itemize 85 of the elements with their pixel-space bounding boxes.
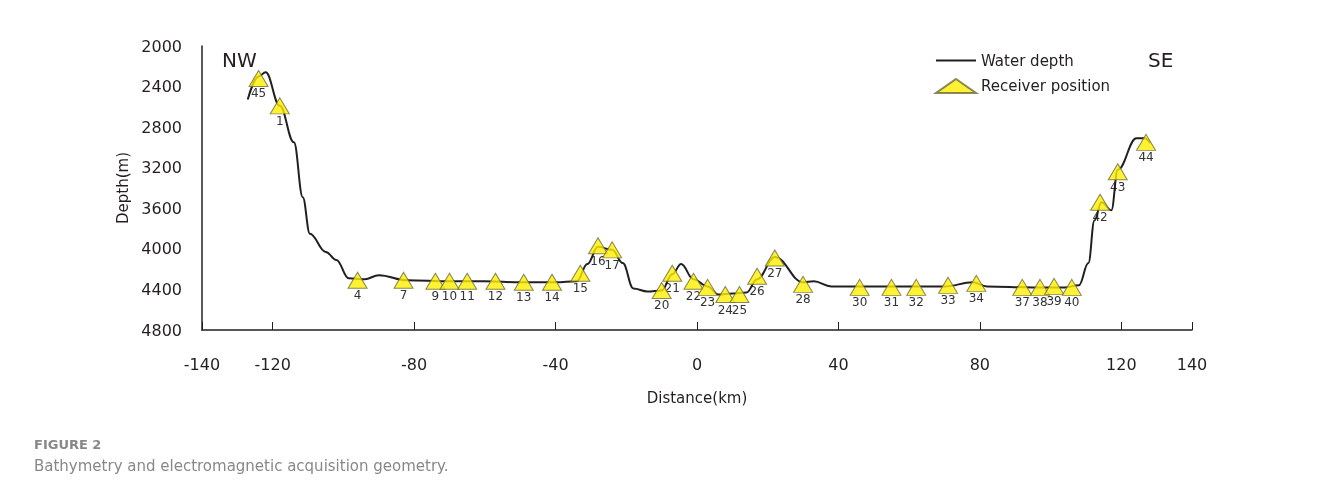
annotation: 25 xyxy=(731,302,748,317)
annotation: 33 xyxy=(940,293,956,308)
point xyxy=(683,272,704,290)
annotation: 13 xyxy=(516,290,532,305)
annotation: 9 xyxy=(431,289,440,304)
point xyxy=(248,69,269,87)
x-tick-label: -80 xyxy=(401,354,428,374)
x-axis-title: Distance(km) xyxy=(646,388,748,407)
y-tick-label: 3200 xyxy=(141,158,182,178)
y-tick-label: 3600 xyxy=(141,198,182,218)
text: Bathymetry and electromagnetic acquisition geometry. xyxy=(34,456,449,475)
annotation: SE xyxy=(1148,48,1174,72)
point xyxy=(793,275,814,293)
point xyxy=(662,264,683,282)
point xyxy=(966,274,987,292)
point xyxy=(513,273,534,291)
point xyxy=(347,271,368,289)
annotation: NW xyxy=(222,48,257,72)
annotation: 40 xyxy=(1064,295,1080,310)
annotation: 22 xyxy=(685,289,702,304)
point xyxy=(938,276,959,294)
annotation: 45 xyxy=(250,86,267,101)
y-tick-label: 2800 xyxy=(141,117,182,137)
point xyxy=(764,249,785,267)
x-tick-label: 80 xyxy=(969,354,991,374)
annotation: 38 xyxy=(1032,295,1048,310)
annotation: 28 xyxy=(795,292,811,307)
point xyxy=(849,278,870,296)
point xyxy=(1044,277,1065,295)
annotation: 23 xyxy=(699,295,716,310)
annotation: 24 xyxy=(717,302,733,317)
point xyxy=(1107,163,1128,181)
point xyxy=(729,286,750,303)
annotation: 16 xyxy=(590,253,606,268)
annotation: 10 xyxy=(441,289,458,304)
point xyxy=(1061,278,1082,296)
legend-label: Water depth xyxy=(981,51,1074,70)
point xyxy=(570,264,591,282)
point xyxy=(439,272,460,290)
annotation: 26 xyxy=(749,284,765,299)
annotation: 27 xyxy=(767,265,783,280)
point xyxy=(1090,193,1111,211)
point xyxy=(269,97,290,115)
y-axis-title: Depth(m) xyxy=(113,151,132,225)
annotation: 14 xyxy=(544,290,560,305)
point xyxy=(457,272,478,290)
annotation: 15 xyxy=(572,281,588,296)
point xyxy=(588,237,608,255)
y-tick-label: 2400 xyxy=(141,77,182,97)
y-tick-label: 4400 xyxy=(141,279,182,299)
y-tick-label: 2000 xyxy=(141,36,182,56)
y-tick-label: 4000 xyxy=(141,239,182,259)
annotation: 39 xyxy=(1046,294,1062,309)
x-tick-label: -120 xyxy=(254,354,291,374)
annotation: 17 xyxy=(604,257,620,272)
annotation: 4 xyxy=(353,288,362,303)
point xyxy=(393,271,414,289)
x-tick-label: 40 xyxy=(828,354,849,374)
annotation: 12 xyxy=(487,289,504,304)
annotation: 1 xyxy=(275,113,284,128)
x-tick-label: 120 xyxy=(1106,354,1137,374)
annotation: 20 xyxy=(654,298,670,313)
x-tick-label: -40 xyxy=(542,354,569,374)
point xyxy=(1012,278,1033,296)
annotation: 30 xyxy=(852,295,868,310)
point xyxy=(881,278,902,296)
annotation: 34 xyxy=(968,291,984,306)
annotation: 37 xyxy=(1014,295,1030,310)
point xyxy=(906,278,927,296)
x-tick-label: -140 xyxy=(183,354,221,374)
caption: FIGURE 2 xyxy=(34,437,102,452)
annotation: 7 xyxy=(399,288,408,303)
annotation: 32 xyxy=(908,295,924,310)
point xyxy=(485,272,506,290)
point xyxy=(1029,278,1050,296)
point xyxy=(747,267,768,285)
x-tick-label: 140 xyxy=(1176,354,1208,374)
legend-label: Receiver position xyxy=(981,77,1111,95)
annotation: 44 xyxy=(1138,150,1154,165)
x-tick-label: 0 xyxy=(691,354,703,374)
point xyxy=(1136,133,1157,151)
annotation: 31 xyxy=(883,295,900,310)
y-tick-label: 4800 xyxy=(141,320,182,340)
annotation: 11 xyxy=(459,289,475,304)
point xyxy=(542,273,563,291)
